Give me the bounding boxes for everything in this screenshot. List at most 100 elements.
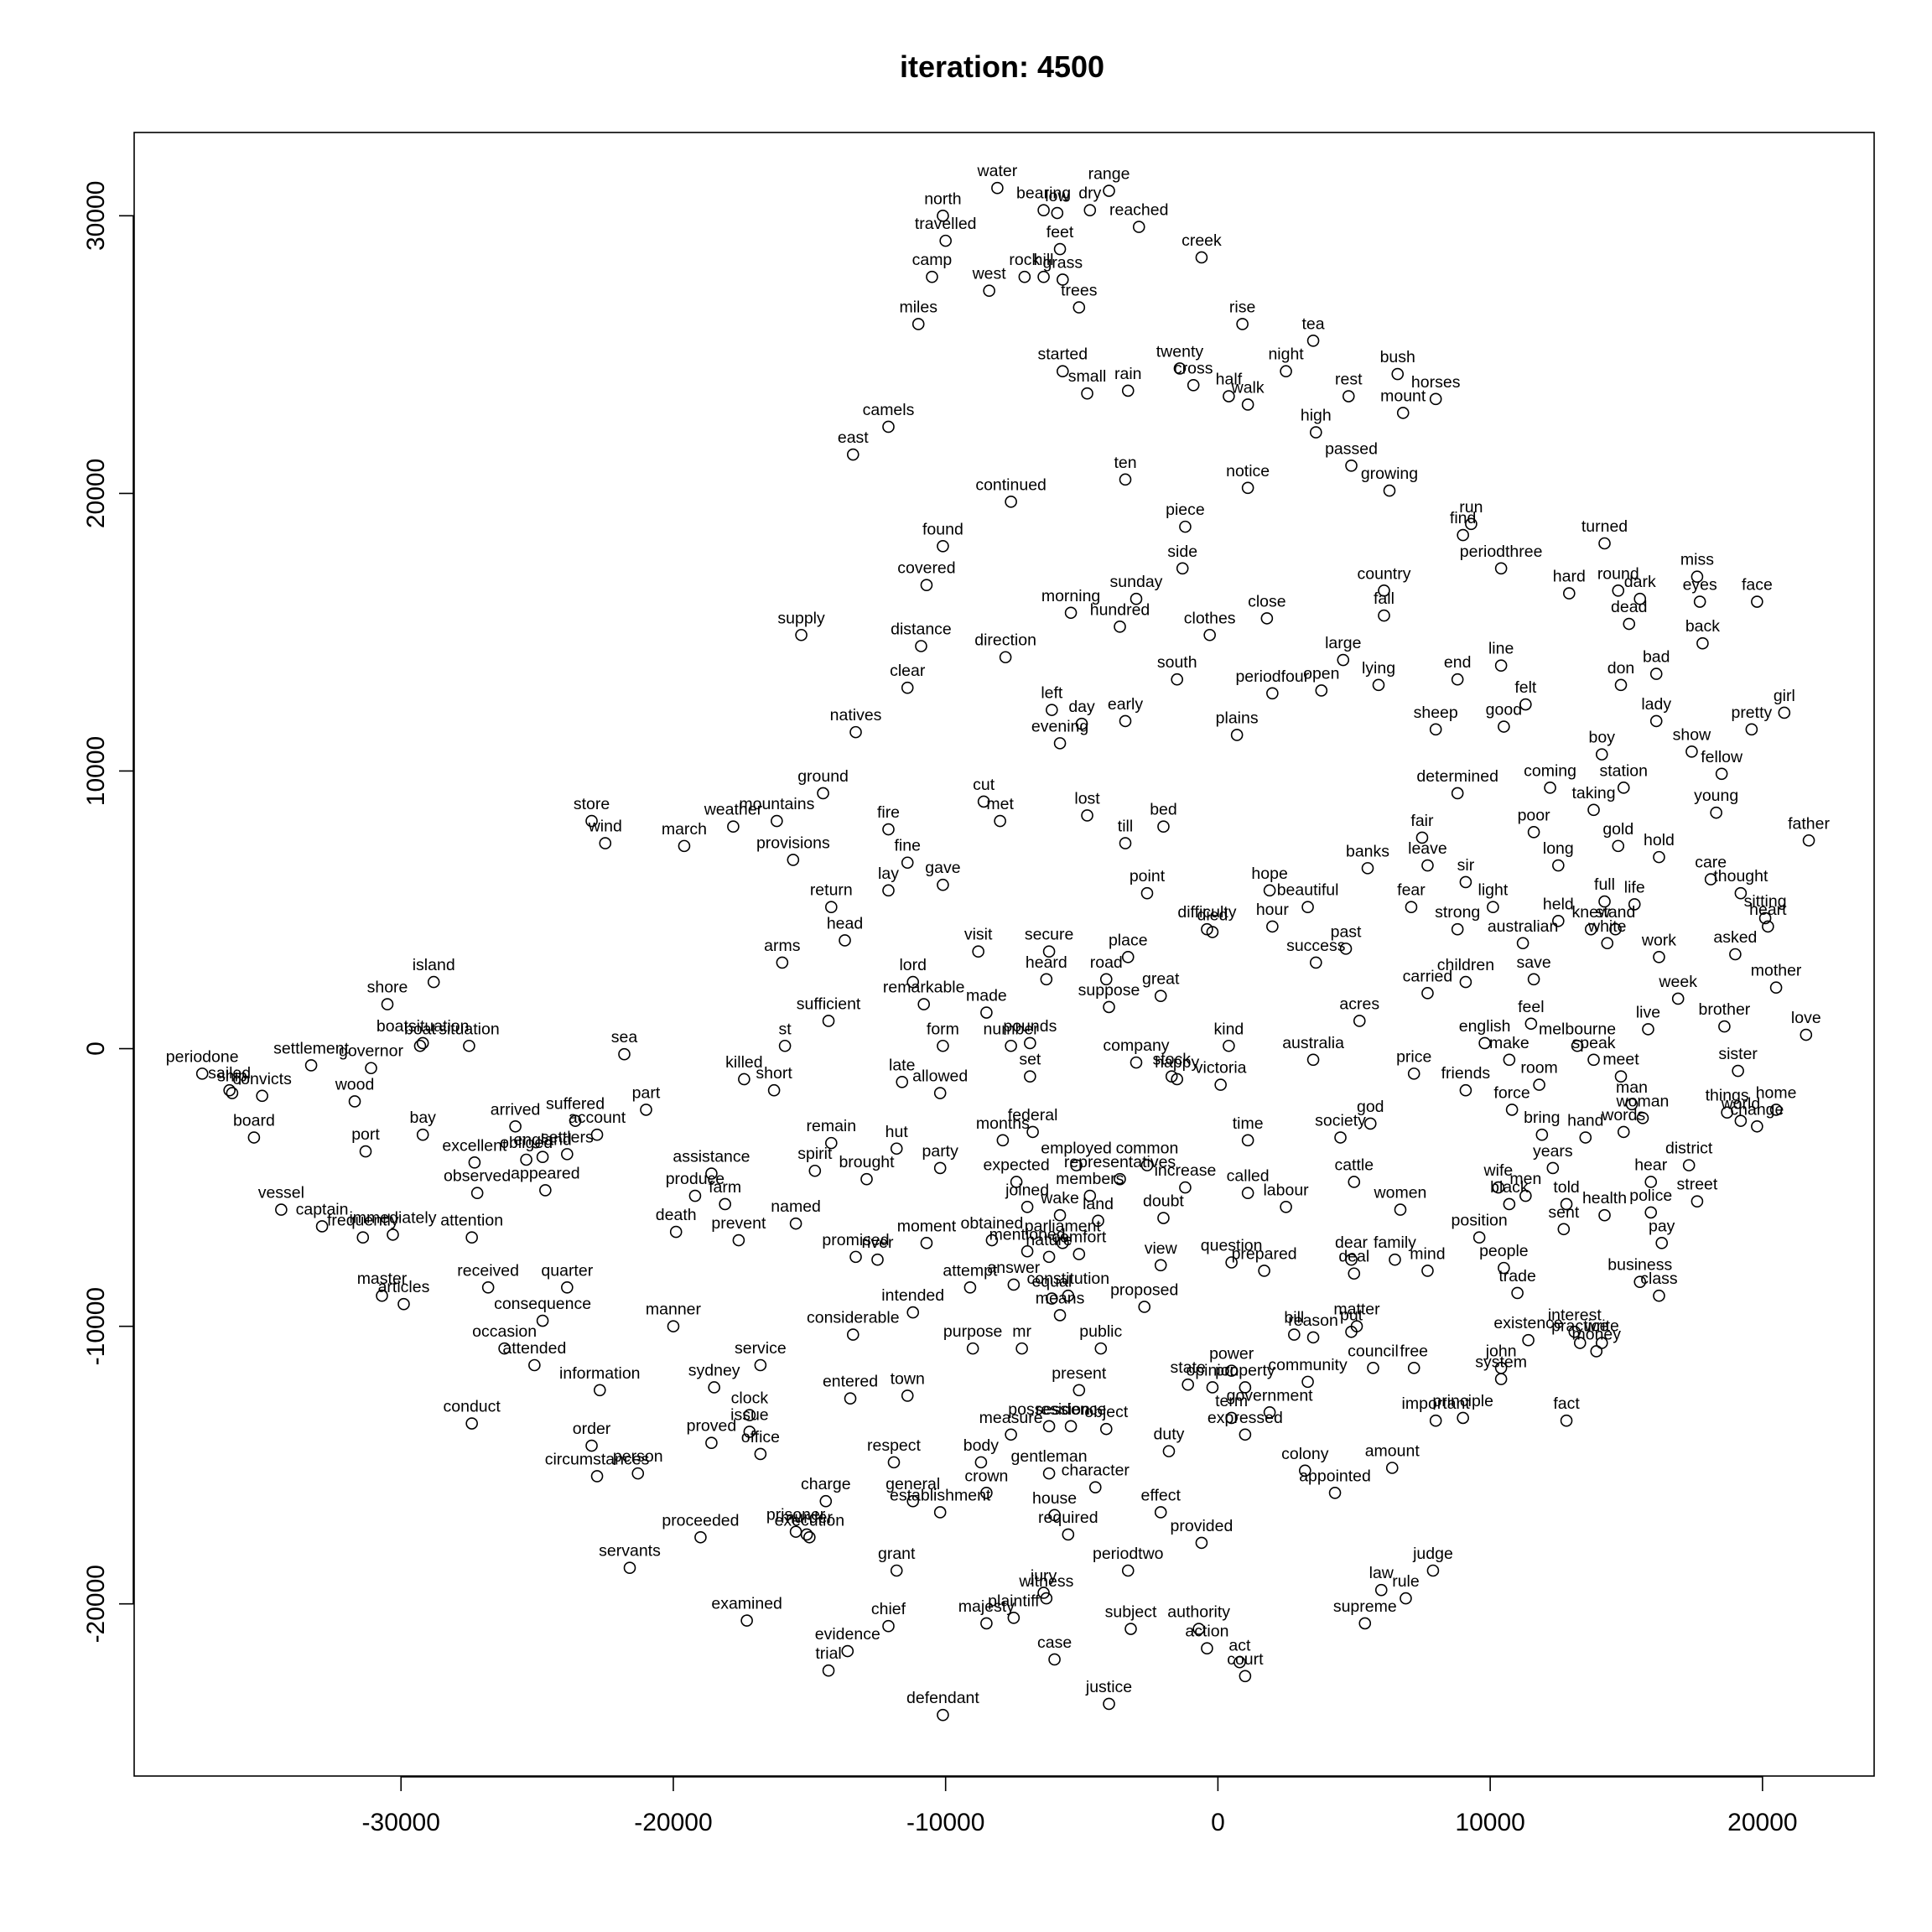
- point-label: expressed: [1208, 1409, 1283, 1427]
- point-label: station: [1600, 761, 1648, 780]
- data-point: [223, 1083, 236, 1097]
- point-label: hold: [1644, 831, 1675, 849]
- point-label: prevent: [711, 1214, 766, 1233]
- data-point: [1182, 1378, 1194, 1391]
- point-label: force: [1493, 1083, 1530, 1102]
- data-point: [1498, 1261, 1510, 1275]
- data-point: [498, 1342, 511, 1355]
- point-label: order: [573, 1420, 611, 1438]
- data-point: [1535, 1128, 1549, 1141]
- point-label: majesty: [958, 1597, 1015, 1616]
- data-point: [1157, 1212, 1170, 1224]
- data-point: [1075, 717, 1088, 730]
- point-label: required: [1038, 1509, 1098, 1527]
- data-point: [1345, 459, 1358, 472]
- point-label: things: [1706, 1087, 1749, 1105]
- data-point: [1315, 684, 1328, 697]
- point-label: men: [1509, 1170, 1541, 1188]
- data-point: [1103, 184, 1115, 197]
- data-point: [911, 318, 925, 330]
- point-label: river: [862, 1233, 894, 1252]
- data-point: [743, 1426, 756, 1438]
- point-label: law: [1369, 1564, 1394, 1582]
- point-label: banks: [1346, 842, 1389, 860]
- data-point: [1573, 1337, 1587, 1349]
- data-point: [1492, 1181, 1505, 1194]
- point-label: property: [1215, 1361, 1275, 1379]
- point-label: board: [233, 1112, 275, 1130]
- point-label: respect: [867, 1436, 922, 1455]
- data-point: [1612, 839, 1625, 853]
- point-label: duty: [1154, 1426, 1185, 1444]
- point-label: heart: [1749, 901, 1787, 919]
- data-point: [1072, 1248, 1086, 1260]
- point-label: mentioned: [989, 1225, 1066, 1244]
- data-point: [1429, 723, 1442, 736]
- point-label: matter: [1333, 1301, 1380, 1319]
- point-label: creek: [1182, 231, 1222, 250]
- point-label: intended: [881, 1286, 944, 1305]
- point-label: effect: [1141, 1486, 1182, 1504]
- point-label: cattle: [1334, 1156, 1374, 1174]
- data-point: [304, 1059, 318, 1072]
- data-point: [1007, 1278, 1021, 1291]
- data-point: [1042, 945, 1056, 958]
- data-point: [754, 1358, 767, 1372]
- data-point: [1421, 1265, 1434, 1277]
- point-label: sailed: [208, 1064, 251, 1083]
- point-label: south: [1157, 653, 1197, 672]
- point-label: object: [1084, 1403, 1129, 1421]
- point-label: mountains: [739, 795, 814, 813]
- point-label: moment: [897, 1217, 957, 1235]
- point-label: bill: [1284, 1309, 1304, 1327]
- data-point: [1407, 1362, 1420, 1374]
- point-label: twenty: [1156, 342, 1204, 361]
- point-label: weather: [704, 801, 763, 819]
- point-label: ship: [217, 1067, 247, 1086]
- data-point: [937, 878, 949, 891]
- point-label: town: [891, 1369, 925, 1388]
- data-point: [1644, 1206, 1658, 1219]
- data-point: [980, 1486, 993, 1499]
- point-label: make: [1489, 1034, 1530, 1052]
- point-label: observed: [444, 1167, 511, 1186]
- point-label: reached: [1109, 201, 1168, 220]
- point-label: house: [1032, 1489, 1077, 1508]
- point-label: position: [1452, 1212, 1508, 1230]
- point-label: district: [1665, 1140, 1713, 1158]
- point-label: continued: [975, 475, 1046, 494]
- point-label: brought: [839, 1153, 895, 1171]
- data-point: [1306, 1053, 1320, 1067]
- point-label: society: [1315, 1112, 1366, 1130]
- point-label: bay: [409, 1109, 436, 1127]
- point-label: melbourne: [1539, 1020, 1616, 1038]
- point-label: leave: [1408, 839, 1447, 858]
- data-point: [1391, 367, 1405, 381]
- point-label: rule: [1392, 1572, 1420, 1591]
- data-point: [1306, 1331, 1320, 1344]
- data-point: [593, 1384, 606, 1397]
- data-point: [937, 540, 949, 553]
- point-label: grant: [878, 1545, 916, 1563]
- data-point: [754, 1447, 767, 1461]
- data-point: [817, 787, 829, 800]
- data-point: [1081, 809, 1093, 822]
- data-point: [860, 1172, 873, 1186]
- point-label: west: [972, 265, 1007, 283]
- point-label: night: [1268, 345, 1304, 364]
- point-label: farm: [709, 1178, 741, 1197]
- point-label: time: [1233, 1114, 1264, 1133]
- data-point: [1609, 922, 1622, 936]
- point-label: boat: [404, 1020, 437, 1038]
- data-point: [1042, 1467, 1056, 1480]
- data-point: [1121, 384, 1135, 397]
- point-label: camels: [863, 401, 915, 419]
- point-label: clear: [890, 662, 926, 680]
- data-point: [1758, 911, 1772, 925]
- point-label: power: [1209, 1345, 1254, 1363]
- point-label: proved: [687, 1417, 737, 1436]
- data-point: [743, 1409, 756, 1421]
- data-point: [1494, 562, 1508, 575]
- y-tick-label: 10000: [82, 736, 110, 806]
- point-label: sufficient: [797, 995, 861, 1013]
